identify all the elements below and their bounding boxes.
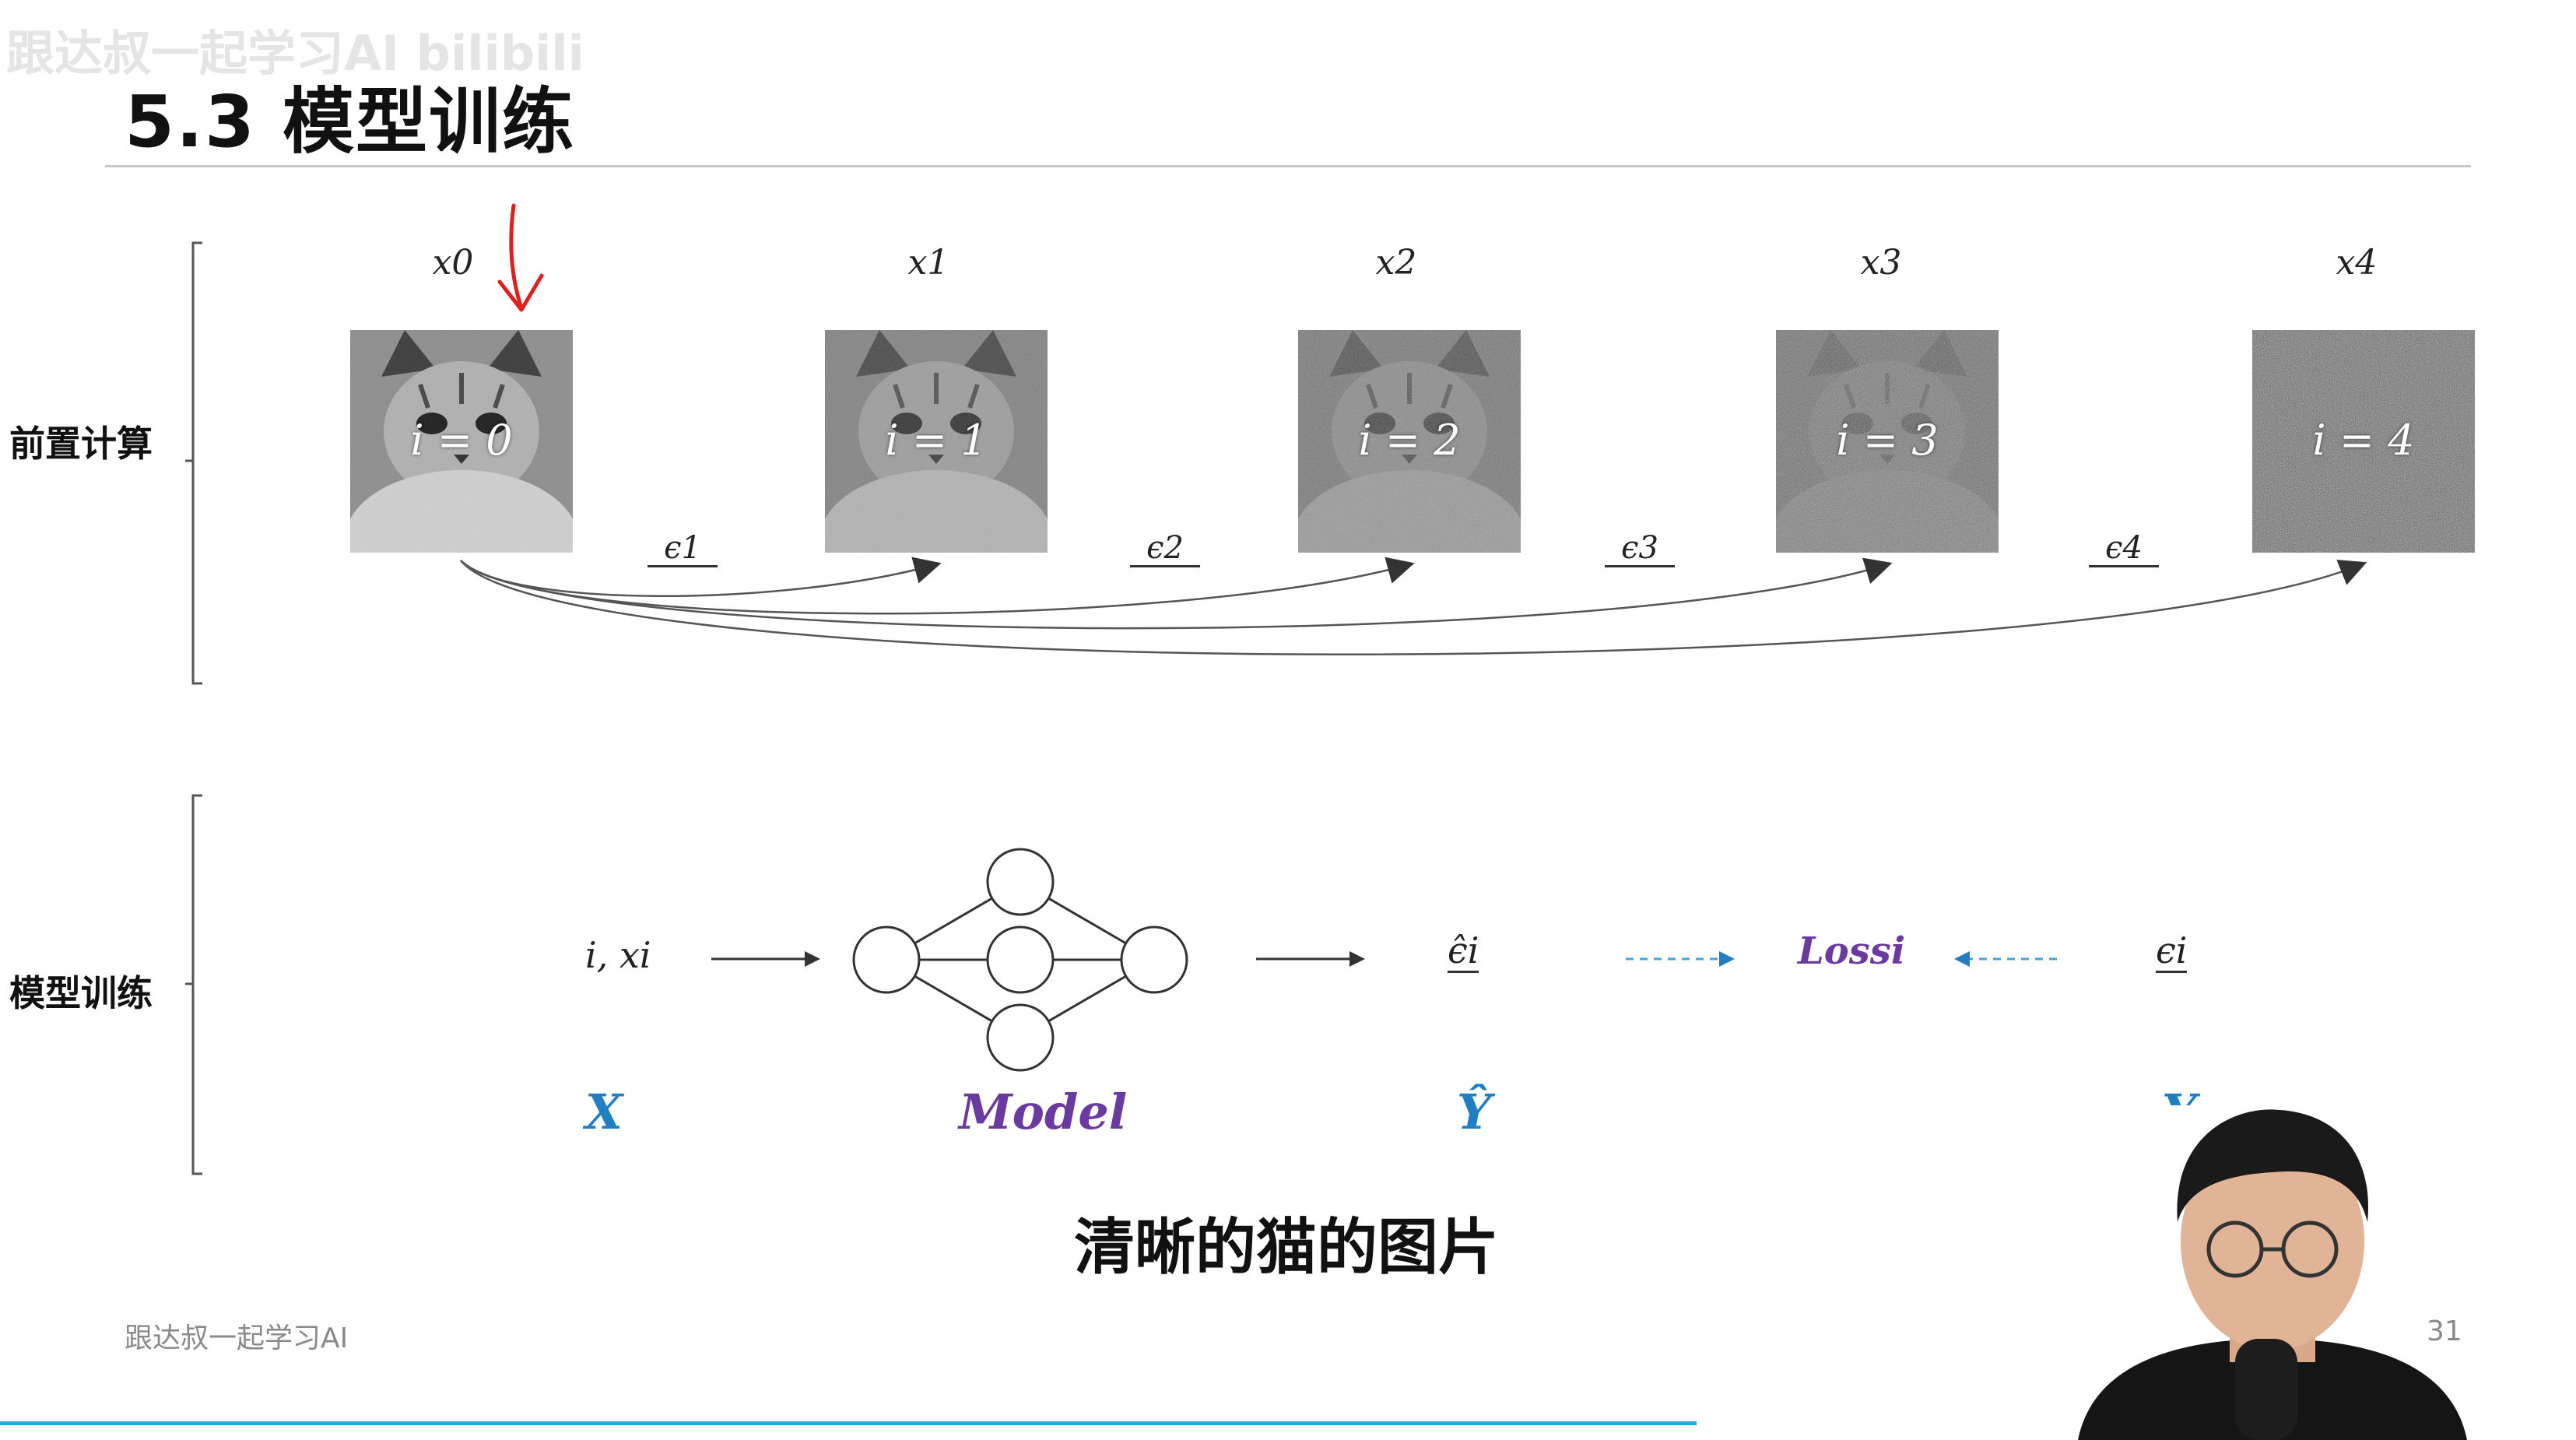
x-label-0: x0 — [432, 243, 474, 283]
role-x: X — [585, 1084, 623, 1140]
neural-network-icon — [852, 848, 1188, 1072]
diffusion-frame-2: i = 2 — [1298, 330, 1521, 553]
footer-brand: 跟达叔一起学习AI — [125, 1322, 349, 1354]
title-divider — [105, 165, 2471, 167]
arrow-x0-to-x3 — [460, 557, 1893, 630]
cat-image-3 — [1776, 330, 1999, 553]
section-label-precompute: 前置计算 — [9, 423, 153, 465]
presenter-webcam — [2062, 1105, 2483, 1440]
arrow-prediction-to-loss — [1626, 951, 1735, 967]
x-label-3: x3 — [1860, 243, 1902, 283]
arrow-input-to-model — [711, 951, 820, 967]
arrow-x0-to-x4 — [460, 560, 2367, 655]
page-number: 31 — [2427, 1315, 2462, 1347]
step-label-0: i = 0 — [410, 416, 513, 465]
cat-image-0 — [350, 330, 573, 553]
step-label-4: i = 4 — [2312, 416, 2415, 465]
cat-image-1 — [825, 330, 1048, 553]
role-model: Model — [959, 1084, 1128, 1140]
step-label-3: i = 3 — [1836, 416, 1939, 465]
step-label-2: i = 2 — [1358, 416, 1461, 465]
pointer-arrow-icon — [497, 203, 544, 312]
video-subtitle: 清晰的猫的图片 — [1074, 1213, 1500, 1283]
channel-watermark: 跟达叔一起学习AI bilibili — [6, 25, 584, 82]
slide-title: 5.3 模型训练 — [125, 80, 576, 163]
target-label: ϵi — [2156, 929, 2188, 973]
loss-label: Lossi — [1798, 929, 1906, 973]
training-bracket — [185, 794, 202, 1175]
prediction-label: ϵ̂i — [1448, 929, 1479, 973]
cat-image-4 — [2252, 330, 2475, 553]
x-label-4: x4 — [2336, 243, 2378, 283]
arrow-target-to-loss — [1954, 951, 2063, 967]
arrow-x0-to-x2 — [460, 557, 1415, 615]
noise-label-4: ϵ4 — [2089, 531, 2159, 567]
arrow-model-to-prediction — [1256, 951, 1365, 967]
diffusion-frame-3: i = 3 — [1776, 330, 1999, 553]
diffusion-frame-4: i = 4 — [2252, 330, 2475, 553]
section-label-training: 模型训练 — [9, 972, 153, 1014]
diffusion-frame-1: i = 1 — [825, 330, 1048, 553]
step-label-1: i = 1 — [885, 416, 988, 465]
diffusion-frame-0: i = 0 — [350, 330, 573, 553]
noise-label-3: ϵ3 — [1605, 531, 1675, 567]
cat-image-2 — [1298, 330, 1521, 553]
noise-label-1: ϵ1 — [648, 531, 718, 567]
role-y-hat: Ŷ — [1457, 1084, 1492, 1140]
video-progress-bar[interactable] — [0, 1421, 1697, 1425]
input-label: i, xi — [585, 934, 651, 976]
noise-label-2: ϵ2 — [1130, 531, 1200, 567]
x-label-2: x2 — [1375, 243, 1417, 283]
x-label-1: x1 — [907, 243, 949, 283]
precompute-bracket — [185, 241, 202, 685]
